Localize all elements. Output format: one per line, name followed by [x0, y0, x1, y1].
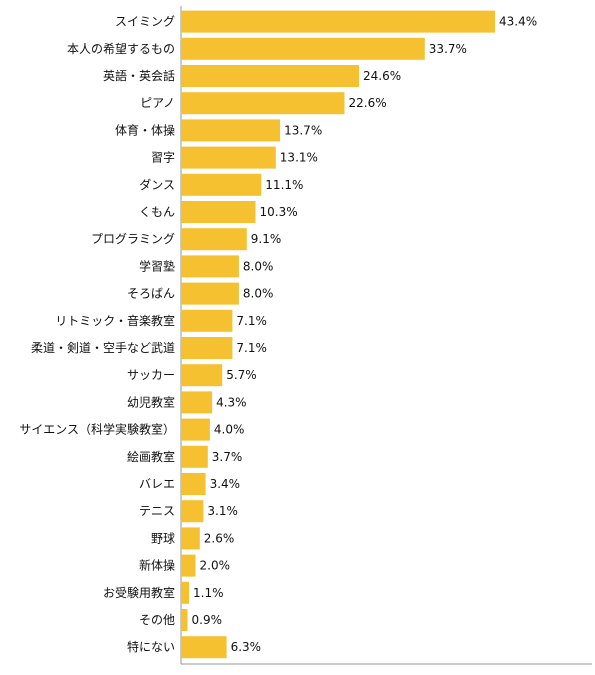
value-label: 10.3% [260, 205, 298, 219]
bar [181, 581, 189, 604]
category-label: 本人の希望するもの [67, 41, 175, 56]
category-label: サイエンス（科学実験教室） [19, 422, 175, 437]
bar [181, 636, 227, 659]
value-label: 2.6% [204, 531, 235, 545]
category-label: 幼児教室 [127, 394, 175, 409]
value-label: 8.0% [243, 287, 274, 301]
category-label: 習字 [151, 150, 175, 165]
bar [181, 173, 262, 196]
value-label: 1.1% [193, 586, 224, 600]
category-label: スイミング [115, 15, 175, 29]
category-label: お受験用教室 [103, 585, 175, 600]
bar [181, 228, 247, 251]
bar [181, 609, 188, 631]
bar [181, 527, 200, 550]
category-label: 柔道・剣道・空手など武道 [31, 341, 175, 355]
bar [181, 500, 204, 523]
bar [181, 119, 281, 142]
category-label: 体育・体操 [115, 122, 175, 137]
bar [181, 554, 196, 577]
category-label: 野球 [151, 531, 175, 545]
category-label: 学習塾 [139, 258, 175, 273]
bar [181, 92, 345, 115]
category-label: くもん [139, 205, 175, 219]
category-label: ダンス [139, 177, 175, 192]
value-label: 3.7% [212, 450, 243, 464]
category-label: リトミック・音楽教室 [55, 313, 175, 328]
bar [181, 418, 210, 441]
category-label: バレエ [139, 477, 175, 491]
category-label: 新体操 [139, 558, 175, 573]
value-label: 7.1% [236, 341, 267, 355]
value-label: 7.1% [236, 314, 267, 328]
bar [181, 10, 495, 33]
value-label: 13.1% [280, 151, 318, 165]
bar [181, 337, 233, 359]
bar [181, 309, 233, 332]
value-label: 9.1% [251, 232, 281, 246]
value-label: 22.6% [349, 96, 387, 110]
bar [181, 146, 276, 169]
category-label: 絵画教室 [127, 449, 175, 464]
bar [181, 282, 239, 305]
value-label: 13.7% [284, 123, 322, 137]
value-label: 2.0% [200, 559, 231, 573]
category-label: その他 [139, 613, 175, 627]
category-label: テニス [139, 504, 175, 518]
value-label: 0.9% [192, 613, 223, 627]
bar [181, 391, 213, 414]
bar [181, 473, 206, 495]
value-label: 5.7% [226, 368, 257, 382]
bar [181, 65, 359, 87]
value-label: 8.0% [243, 259, 274, 273]
category-label: 特にない [127, 639, 175, 654]
bar [181, 37, 425, 60]
value-label: 43.4% [499, 15, 537, 29]
value-label: 3.4% [210, 477, 241, 491]
bar [181, 201, 256, 223]
category-label: ピアノ [140, 96, 175, 110]
value-label: 4.3% [216, 395, 247, 409]
category-label: そろばん [127, 287, 175, 301]
value-label: 11.1% [265, 178, 303, 192]
value-label: 6.3% [231, 640, 262, 654]
category-label: 英語・英会話 [103, 68, 175, 83]
value-label: 3.1% [207, 504, 238, 518]
bar [181, 255, 239, 278]
value-label: 33.7% [429, 42, 467, 56]
category-label: サッカー [127, 368, 175, 382]
value-label: 24.6% [363, 69, 401, 83]
value-label: 4.0% [214, 423, 245, 437]
bar [181, 445, 208, 468]
category-label: プログラミング [91, 232, 175, 246]
bar [181, 364, 223, 387]
